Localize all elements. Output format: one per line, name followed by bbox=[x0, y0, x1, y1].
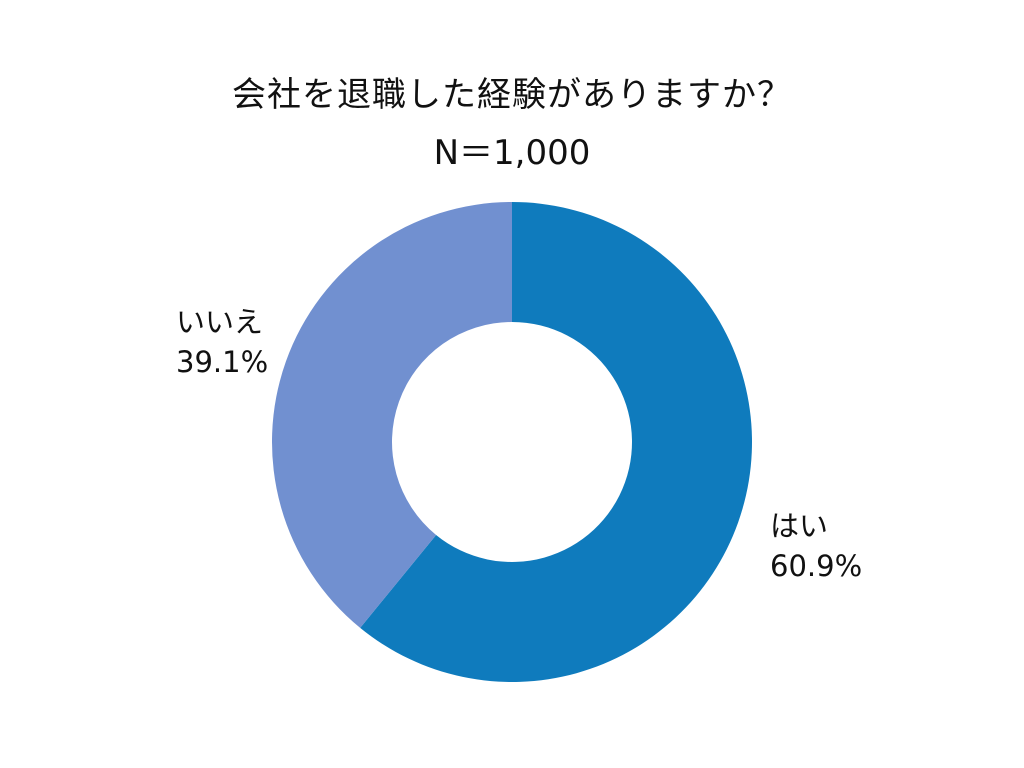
donut-slice-hai bbox=[360, 202, 752, 683]
slice-label-iie-value: 39.1% bbox=[176, 345, 269, 379]
chart-subtitle: N＝1,000 bbox=[433, 133, 591, 173]
donut-slice-iie bbox=[271, 202, 512, 628]
slice-label-hai-text: はい bbox=[770, 509, 829, 543]
chart-title: 会社を退職した経験がありますか？ bbox=[232, 75, 792, 115]
slice-label-hai: はい 60.9% bbox=[770, 506, 862, 586]
donut-slices bbox=[271, 202, 752, 683]
slice-label-iie-text: いいえ bbox=[176, 305, 264, 339]
slice-label-hai-value: 60.9% bbox=[770, 549, 863, 583]
slice-label-iie: いいえ 39.1% bbox=[176, 302, 268, 382]
